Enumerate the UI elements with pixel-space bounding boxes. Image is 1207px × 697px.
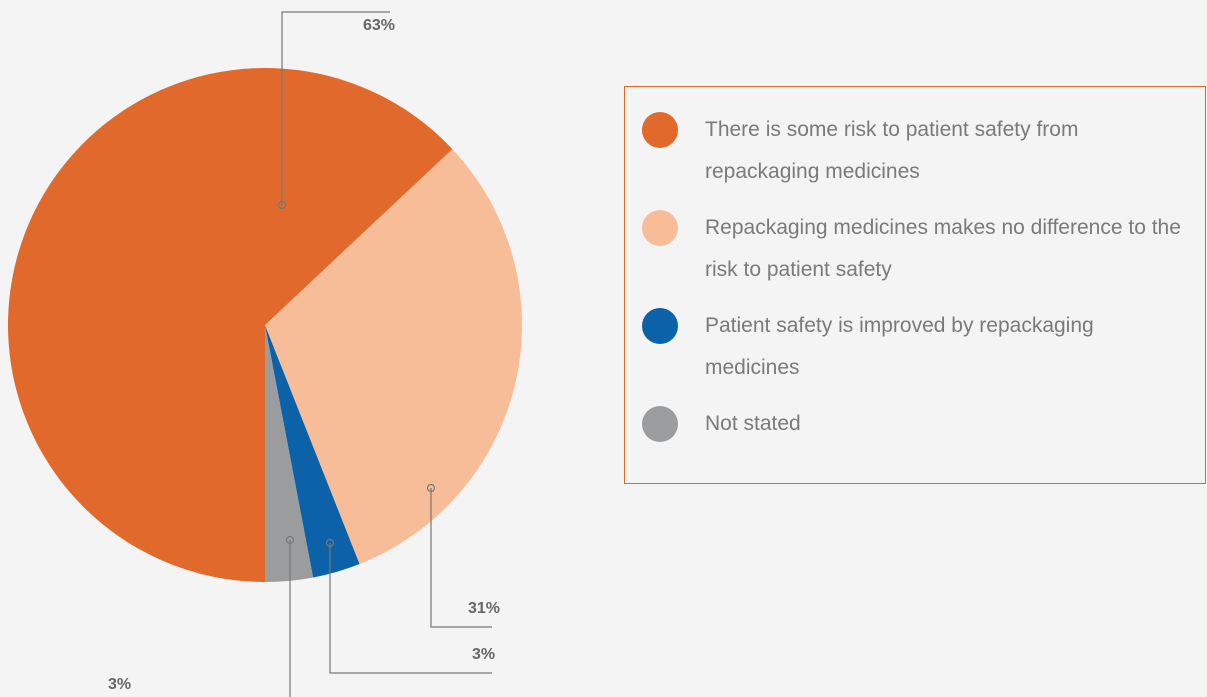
value-label: 3% bbox=[472, 646, 495, 663]
legend: There is some risk to patient safety fro… bbox=[624, 86, 1206, 484]
legend-label: Not stated bbox=[705, 412, 801, 435]
value-label: 3% bbox=[108, 676, 131, 693]
pie-slice bbox=[7, 68, 453, 583]
leader-dot bbox=[277, 200, 287, 210]
legend-item: Not stated bbox=[625, 403, 1185, 445]
legend-item: Repackaging medicines makes no differenc… bbox=[625, 207, 1185, 291]
legend-label: Repackaging medicines makes no differenc… bbox=[705, 216, 1181, 281]
leader-dot bbox=[325, 538, 335, 548]
legend-label: Patient safety is improved by repackagin… bbox=[705, 314, 1094, 379]
pie-chart: 63% 31% 3% 3% bbox=[7, 11, 522, 697]
legend-swatch bbox=[642, 308, 678, 344]
legend-item: Patient safety is improved by repackagin… bbox=[625, 305, 1185, 389]
pie-slice bbox=[265, 325, 314, 582]
pie-slice bbox=[265, 149, 522, 564]
leader-line bbox=[430, 488, 492, 628]
legend-label: There is some risk to patient safety fro… bbox=[705, 118, 1079, 183]
leader-line bbox=[329, 543, 492, 674]
pie-slice bbox=[265, 325, 360, 578]
leader-dot bbox=[426, 483, 436, 493]
legend-swatch bbox=[642, 210, 678, 246]
leader-line bbox=[281, 11, 390, 205]
value-label: 31% bbox=[468, 600, 500, 617]
legend-swatch bbox=[642, 406, 678, 442]
legend-item: There is some risk to patient safety fro… bbox=[625, 109, 1185, 193]
legend-swatch bbox=[642, 112, 678, 148]
value-label: 63% bbox=[363, 17, 395, 34]
leader-dot bbox=[285, 535, 295, 545]
